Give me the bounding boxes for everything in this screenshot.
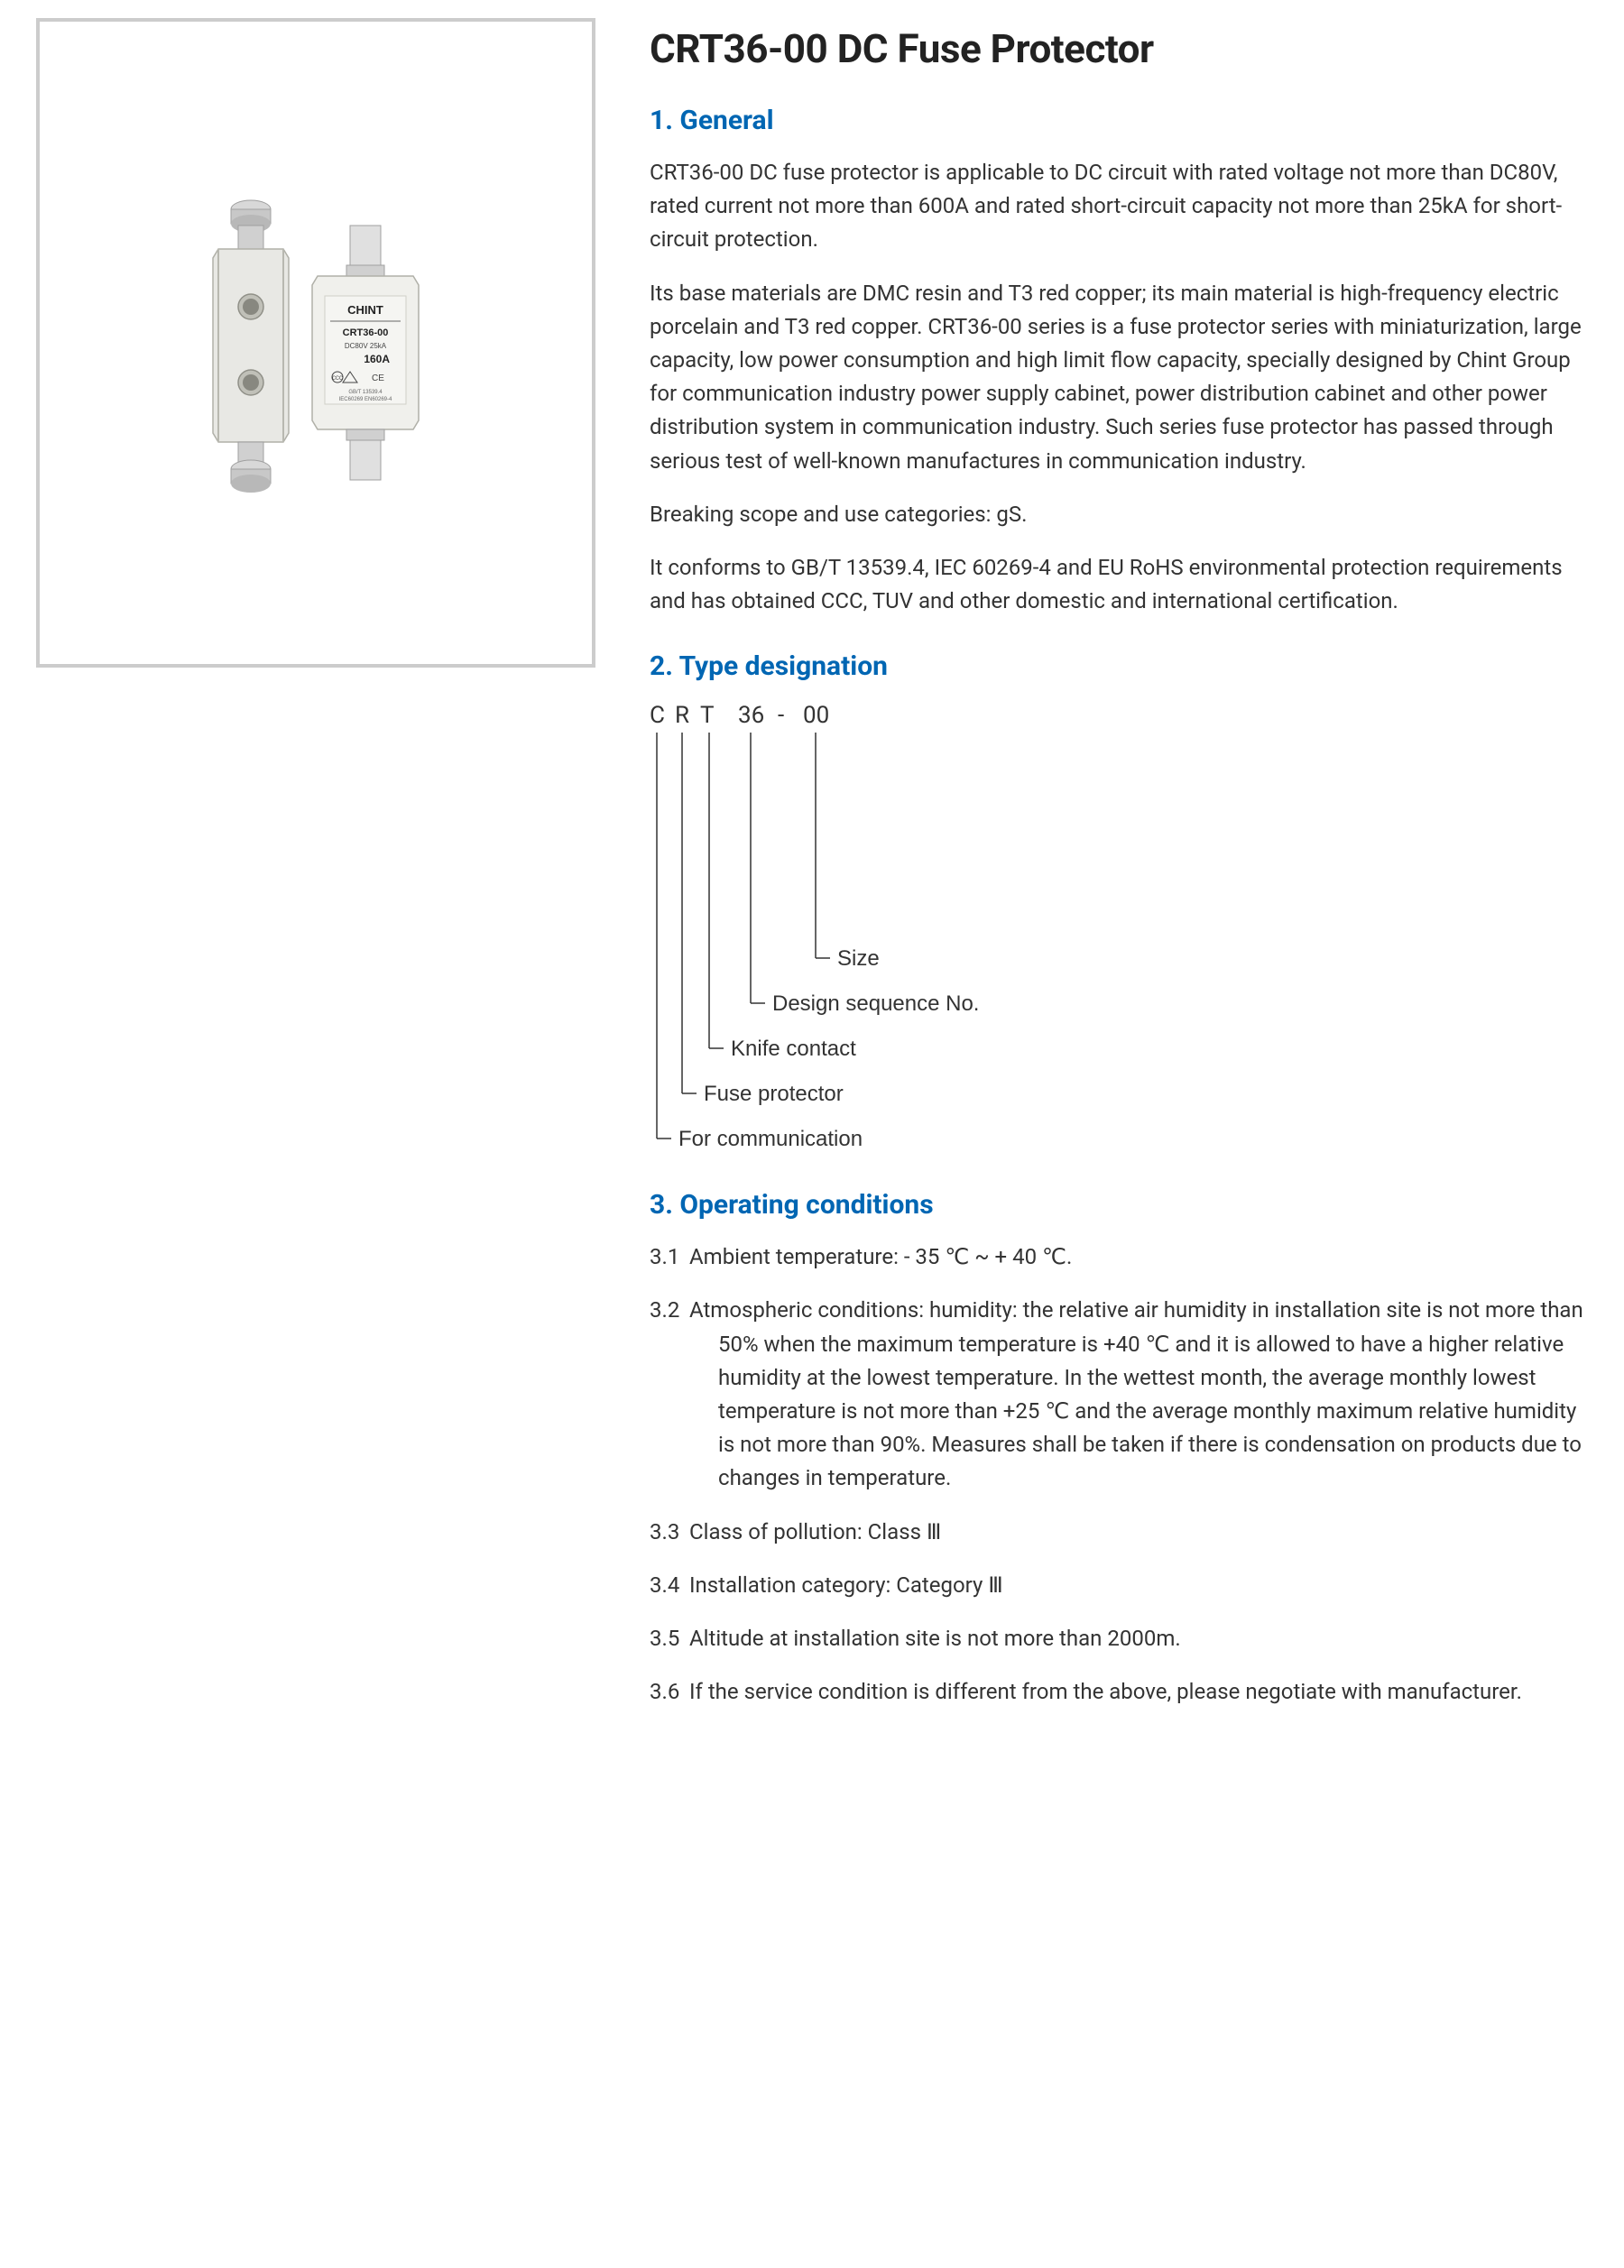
svg-text:CE: CE bbox=[372, 373, 384, 383]
cond-num: 3.6 bbox=[650, 1675, 689, 1709]
page-container: CHINT CRT36-00 DC80V 25kA 160A CCC CE GB… bbox=[36, 18, 1588, 1729]
svg-text:CCC: CCC bbox=[332, 375, 343, 382]
type-label-fuse: Fuse protector bbox=[704, 1082, 844, 1106]
type-code-t: T bbox=[700, 702, 738, 729]
product-voltage-text: DC80V 25kA bbox=[345, 342, 387, 350]
type-code-36: 36 bbox=[738, 702, 778, 729]
type-label-comm: For communication bbox=[678, 1127, 863, 1151]
cond-item-2: 3.2 Atmospheric conditions: humidity: th… bbox=[650, 1294, 1588, 1495]
content-column: CRT36-00 DC Fuse Protector 1. General CR… bbox=[650, 18, 1588, 1729]
general-para-2: Its base materials are DMC resin and T3 … bbox=[650, 277, 1588, 478]
type-designation-diagram: CRT36-00 bbox=[650, 702, 1588, 1157]
type-label-size: Size bbox=[837, 946, 880, 971]
cond-num: 3.4 bbox=[650, 1569, 689, 1602]
svg-text:IEC60269 EN60269-4: IEC60269 EN60269-4 bbox=[339, 397, 392, 402]
general-para-1: CRT36-00 DC fuse protector is applicable… bbox=[650, 156, 1588, 257]
cond-item-1: 3.1 Ambient temperature: - 35 ℃ ~ + 40 ℃… bbox=[650, 1240, 1588, 1274]
cond-text: Atmospheric conditions: humidity: the re… bbox=[689, 1294, 1588, 1495]
cond-text: If the service condition is different fr… bbox=[689, 1675, 1588, 1709]
type-label-knife: Knife contact bbox=[731, 1037, 856, 1061]
product-current-text: 160A bbox=[364, 353, 390, 365]
cond-text: Altitude at installation site is not mor… bbox=[689, 1622, 1588, 1655]
general-para-3: Breaking scope and use categories: gS. bbox=[650, 498, 1588, 531]
cond-item-3: 3.3 Class of pollution: Class Ⅲ bbox=[650, 1516, 1588, 1549]
section-heading-type: 2. Type designation bbox=[650, 650, 1588, 682]
cond-num: 3.3 bbox=[650, 1516, 689, 1549]
cond-num: 3.2 bbox=[650, 1294, 689, 1495]
type-code-c: C bbox=[650, 702, 675, 729]
product-image-frame: CHINT CRT36-00 DC80V 25kA 160A CCC CE GB… bbox=[36, 18, 595, 668]
operating-conditions-list: 3.1 Ambient temperature: - 35 ℃ ~ + 40 ℃… bbox=[650, 1240, 1588, 1709]
cond-item-4: 3.4 Installation category: Category Ⅲ bbox=[650, 1569, 1588, 1602]
svg-text:GB/T 13539.4: GB/T 13539.4 bbox=[348, 390, 383, 395]
type-code-00: 00 bbox=[803, 702, 839, 729]
product-illustration: CHINT CRT36-00 DC80V 25kA 160A CCC CE GB… bbox=[171, 162, 460, 523]
section-heading-general: 1. General bbox=[650, 105, 1588, 136]
fuse-base-left bbox=[213, 200, 289, 493]
cond-item-5: 3.5 Altitude at installation site is not… bbox=[650, 1622, 1588, 1655]
type-code-r: R bbox=[675, 702, 700, 729]
type-label-design-seq: Design sequence No. bbox=[772, 991, 979, 1016]
section-heading-operating: 3. Operating conditions bbox=[650, 1189, 1588, 1221]
type-code-row: CRT36-00 bbox=[650, 702, 1588, 729]
cond-text: Installation category: Category Ⅲ bbox=[689, 1569, 1588, 1602]
cond-item-6: 3.6 If the service condition is differen… bbox=[650, 1675, 1588, 1709]
product-brand-text: CHINT bbox=[347, 303, 383, 317]
cond-num: 3.5 bbox=[650, 1622, 689, 1655]
cond-text: Ambient temperature: - 35 ℃ ~ + 40 ℃. bbox=[689, 1240, 1588, 1274]
fuse-link-right: CHINT CRT36-00 DC80V 25kA 160A CCC CE GB… bbox=[312, 226, 419, 480]
type-diagram-lines: Size Design sequence No. Knife contact F… bbox=[650, 733, 1119, 1157]
page-title: CRT36-00 DC Fuse Protector bbox=[650, 25, 1588, 72]
product-model-text: CRT36-00 bbox=[343, 327, 389, 338]
cond-text: Class of pollution: Class Ⅲ bbox=[689, 1516, 1588, 1549]
general-para-4: It conforms to GB/T 13539.4, IEC 60269-4… bbox=[650, 551, 1588, 618]
cond-num: 3.1 bbox=[650, 1240, 689, 1274]
type-code-dash: - bbox=[778, 702, 803, 729]
